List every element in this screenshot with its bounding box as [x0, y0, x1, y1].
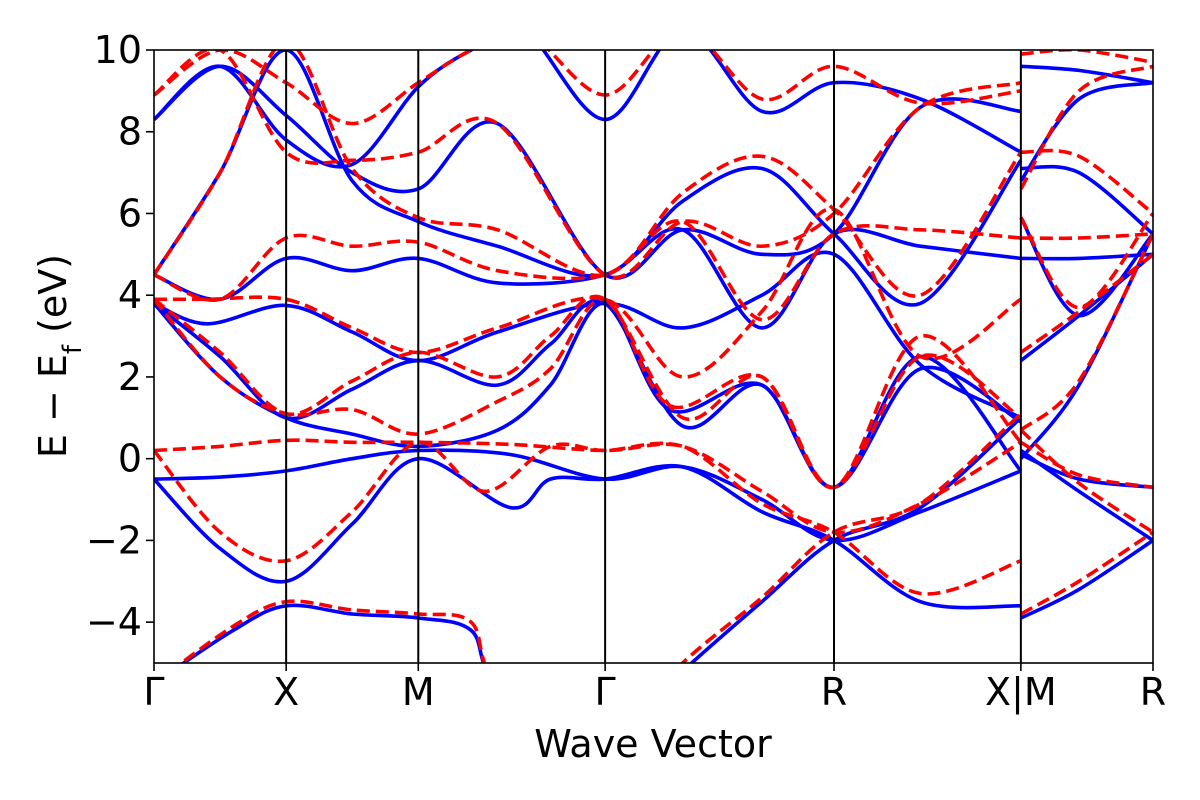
y-tick-label: 4 — [118, 273, 142, 317]
band-line-solid-1 — [154, 448, 1153, 543]
y-axis-label-main: E − E — [31, 354, 75, 458]
y-tick-label: 6 — [118, 191, 142, 235]
band-line-dashed-1 — [154, 428, 1153, 535]
x-tick-label: R — [821, 670, 847, 714]
band-line-solid-8 — [154, 50, 1153, 307]
band-line-solid-9 — [154, 64, 1153, 280]
band-line-dashed-6 — [154, 207, 1153, 379]
plot-frame — [153, 49, 1154, 664]
y-tick-label: −4 — [86, 600, 142, 644]
x-tick-label: Γ — [143, 670, 164, 714]
kpath-lines — [285, 50, 1022, 663]
x-tick-label: X — [273, 670, 299, 714]
x-ticks: Γ X M Γ R X|M R — [143, 663, 1166, 715]
y-tick-label: 2 — [118, 355, 142, 399]
y-axis-label-sub: f — [58, 344, 88, 354]
series-dashed — [154, 50, 1153, 663]
x-axis-label: Wave Vector — [534, 722, 772, 766]
y-axis-label-unit: (eV) — [31, 254, 75, 333]
y-axis-label: E − Ef (eV) — [31, 254, 88, 458]
band-line-dashed-8 — [154, 50, 1153, 298]
band-line-dashed-9 — [154, 50, 1153, 280]
x-tick-label: Γ — [595, 670, 616, 714]
y-tick-label: −2 — [86, 518, 142, 562]
band-line-dashed-3 — [178, 412, 1153, 663]
band-line-dashed-5 — [154, 233, 1153, 490]
x-tick-label: R — [1140, 670, 1166, 714]
x-tick-label: X|M — [985, 670, 1057, 715]
y-tick-label: 10 — [94, 28, 142, 72]
y-tick-label: 0 — [118, 437, 142, 481]
y-ticks: −4 −2 0 2 4 6 8 10 — [86, 28, 154, 644]
band-line-solid-5 — [154, 233, 1153, 490]
band-line-solid-2 — [154, 456, 1153, 620]
x-tick-label: M — [402, 670, 435, 714]
y-tick-label: 8 — [118, 110, 142, 154]
bands-layer — [154, 50, 1153, 663]
